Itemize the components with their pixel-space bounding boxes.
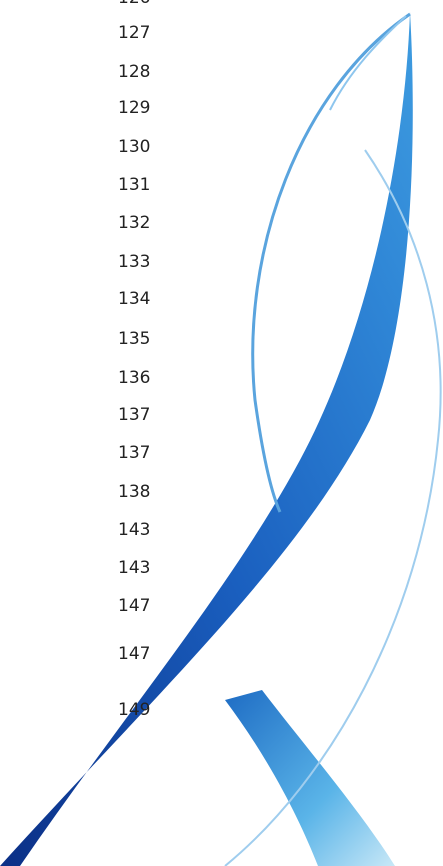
page-number: 138 [118, 482, 151, 502]
page-number: 143 [118, 520, 151, 540]
swoosh-highlight [329, 15, 407, 111]
page-number: 133 [118, 252, 151, 272]
page-number: 147 [118, 596, 151, 616]
page-number: 129 [118, 98, 151, 118]
page-number: 130 [118, 137, 151, 157]
page-number: 127 [118, 23, 151, 43]
swoosh-light [225, 690, 395, 866]
page-number: 143 [118, 558, 151, 578]
page-number: 137 [118, 443, 151, 463]
page-number: 132 [118, 213, 151, 233]
page-number: 128 [118, 62, 151, 82]
page-number: 136 [118, 368, 151, 388]
page-number: 135 [118, 329, 151, 349]
page-number: 137 [118, 405, 151, 425]
swoosh-arc [251, 12, 411, 513]
swoosh-thin [224, 149, 442, 866]
page-number: 134 [118, 289, 151, 309]
page-number: 131 [118, 175, 151, 195]
swoosh-main [0, 12, 413, 866]
page-number: 149 [118, 700, 151, 720]
page-number: 126 [118, 0, 150, 8]
page-number: 147 [118, 644, 151, 664]
